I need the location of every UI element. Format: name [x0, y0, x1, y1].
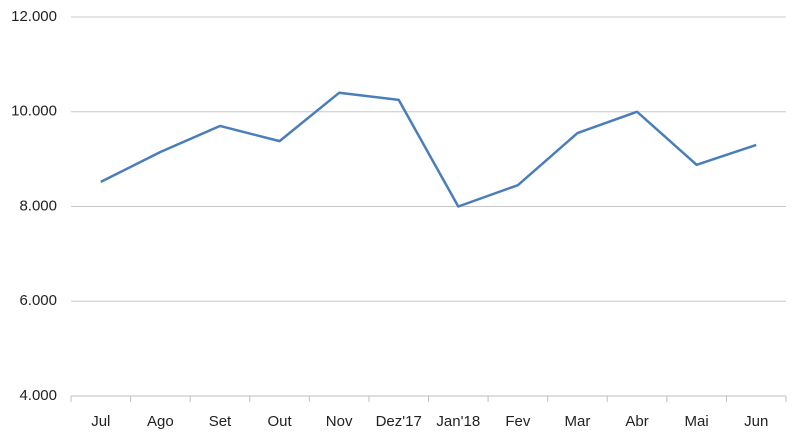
x-tick-label: Set — [209, 413, 232, 430]
x-tick-label: Jul — [91, 413, 110, 430]
x-tick-label: Abr — [625, 413, 648, 430]
x-tick-label: Mar — [565, 413, 591, 430]
x-tick-label: Ago — [147, 413, 174, 430]
y-tick-label: 6.000 — [19, 292, 57, 309]
x-tick-label: Jun — [744, 413, 768, 430]
y-tick-label: 10.000 — [11, 103, 57, 120]
x-tick-label: Jan'18 — [436, 413, 480, 430]
x-tick-label: Fev — [505, 413, 531, 430]
y-tick-label: 12.000 — [11, 8, 57, 25]
x-tick-label: Nov — [326, 413, 353, 430]
line — [100, 91, 757, 208]
x-tick-label: Mai — [685, 413, 709, 430]
x-tick-label: Dez'17 — [376, 413, 422, 430]
x-tick-label: Out — [267, 413, 292, 430]
y-tick-label: 4.000 — [19, 387, 57, 404]
y-tick-label: 8.000 — [19, 197, 57, 214]
